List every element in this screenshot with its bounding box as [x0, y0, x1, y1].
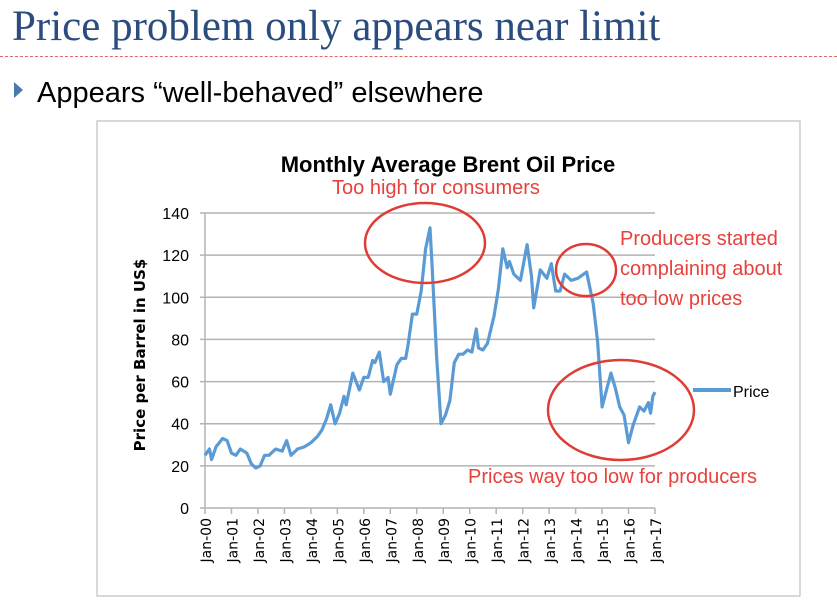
annotation-producers-line1: Producers started [620, 228, 778, 250]
bullet-text: Appears “well-behaved” elsewhere [37, 77, 484, 109]
annotation-too-high: Too high for consumers [332, 177, 540, 199]
x-tick-label: Jan-03 [278, 518, 294, 563]
title-divider [0, 56, 837, 57]
y-tick-label: 60 [171, 375, 189, 392]
annotation-circle-peak [363, 201, 487, 285]
x-tick-label: Jan-17 [649, 518, 665, 563]
x-tick-label: Jan-00 [199, 518, 215, 563]
y-tick-label: 40 [171, 417, 189, 434]
x-tick-label: Jan-09 [437, 518, 453, 563]
x-tick-label: Jan-07 [384, 518, 400, 563]
x-tick-labels: Jan-00 Jan-01 Jan-02 Jan-03 Jan-04 Jan-05 Jan-… [199, 518, 665, 564]
x-tick-label: Jan-15 [596, 518, 612, 563]
bullet-item: Appears “well-behaved” elsewhere [14, 77, 484, 110]
chart-frame [96, 120, 801, 597]
legend-label: Price [733, 384, 770, 401]
x-tick-label: Jan-02 [252, 518, 268, 563]
y-tick-label: 20 [171, 459, 189, 476]
y-tick-labels: 0 20 40 60 80 100 120 140 [162, 206, 189, 518]
x-tick-label: Jan-14 [570, 518, 586, 564]
x-tick-label: Jan-06 [358, 518, 374, 564]
gridlines [200, 212, 656, 514]
y-tick-label: 80 [171, 332, 189, 349]
annotation-circle-trough [546, 358, 696, 462]
annotation-circle-plateau [554, 242, 618, 298]
annotation-producers-line2: complaining about [620, 258, 783, 280]
y-tick-label: 140 [162, 206, 189, 223]
y-tick-label: 100 [162, 290, 189, 307]
x-tick-label: Jan-05 [331, 518, 347, 563]
x-tick-label: Jan-10 [464, 518, 480, 563]
slide-title: Price problem only appears near limit [12, 3, 661, 50]
x-tick-label: Jan-04 [305, 518, 321, 564]
chart-title: Monthly Average Brent Oil Price [281, 152, 616, 177]
x-tick-label: Jan-12 [517, 518, 533, 563]
annotation-too-low: Prices way too low for producers [468, 466, 757, 488]
y-tick-label: 0 [180, 501, 189, 518]
x-tick-label: Jan-11 [490, 518, 506, 563]
x-tick-label: Jan-01 [225, 518, 241, 563]
x-tick-label: Jan-13 [543, 518, 559, 563]
series-line-price [203, 226, 657, 470]
bullet-triangle-icon [14, 82, 23, 98]
x-tick-label: Jan-16 [623, 518, 639, 564]
y-axis-label: Price per Barrel in US$ [131, 259, 149, 452]
annotation-producers-line3: too low prices [620, 288, 742, 310]
y-tick-label: 120 [162, 248, 189, 265]
x-tick-label: Jan-08 [411, 518, 427, 563]
